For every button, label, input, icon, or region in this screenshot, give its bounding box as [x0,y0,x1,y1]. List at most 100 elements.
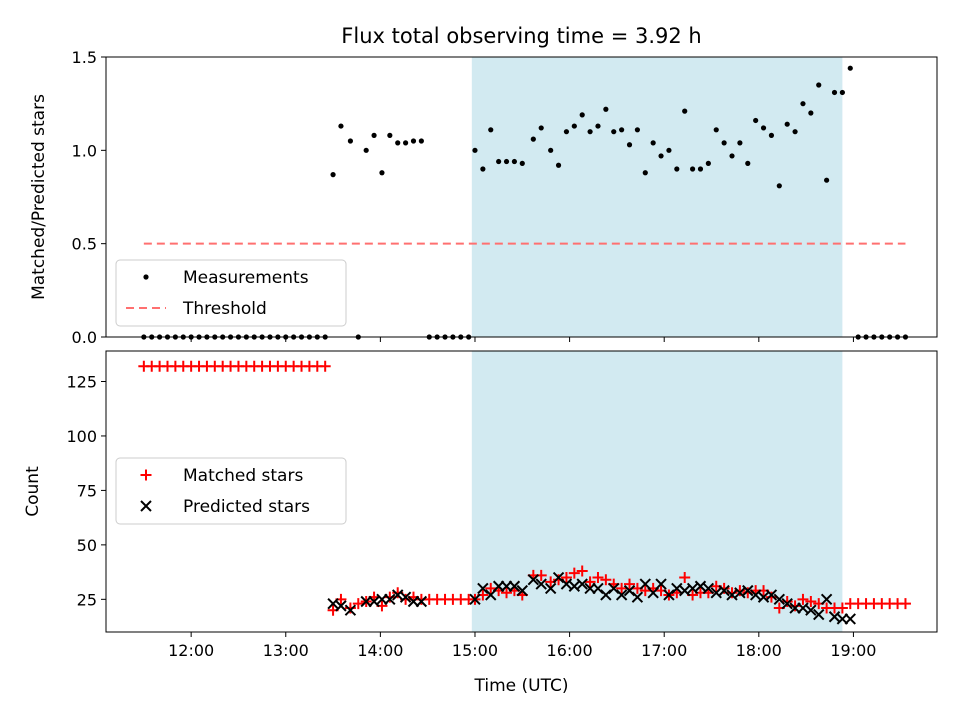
measurement-point [634,127,640,133]
predicted-star-point [694,580,707,592]
measurement-point [776,183,782,189]
measurement-point [816,82,822,88]
matched-star-point [568,567,580,579]
measurement-point [530,136,536,142]
predicted-star-point [399,591,412,603]
measurement-point [737,140,743,146]
measurement-point [760,125,767,131]
matched-star-point [624,578,636,590]
measurement-point [418,138,424,144]
predicted-star-point [516,584,528,597]
predicted-star-point [749,589,762,601]
measurement-point [371,132,377,138]
legend-entry-label: Threshold [182,299,267,319]
matched-star-point [726,587,738,599]
predicted-star-point [765,589,778,601]
predicted-star-point [710,587,722,599]
measurement-point [784,121,790,127]
legend-marker-swatch [140,469,152,481]
predicted-star-point [535,578,547,590]
legend-box [115,457,347,525]
legend-entry-label: Predicted stars [183,497,310,517]
legend-entry-label: Measurements [183,268,309,288]
y-tick-label: 25 [77,590,97,609]
measurement-point [503,158,510,165]
measurement-point [330,172,336,178]
measurement-point [519,160,525,166]
measurement-point [619,127,625,133]
x-tick-label: 13:00 [263,641,309,660]
predicted-star-point [344,604,357,616]
measurement-point [387,132,393,138]
matched-star-point [742,587,754,599]
measurement-point [847,65,853,71]
predicted-star-point [718,584,730,597]
predicted-star-point [544,582,557,595]
measurement-point [611,129,617,135]
y-tick-label: 1.5 [72,48,97,67]
matched-star-point [560,572,572,584]
matched-star-point [384,591,396,603]
predicted-star-point [615,589,628,601]
matched-star-point [781,596,793,608]
count-ticks: 12:00 13:00 14:00 15:00 16:00 17:00 18:00 19:00… [66,372,876,660]
y-tick-label: 50 [77,536,97,555]
matched-star-point [899,598,911,610]
matched-star-point [789,600,801,612]
legend-box [115,259,347,327]
predicted-star-point [560,578,573,590]
count-legend: Matched stars Predicted stars [115,457,347,525]
matched-star-point [576,565,588,577]
measurement-point [697,166,704,172]
matched-star-point [344,602,356,614]
measurement-point [713,127,719,133]
measurement-point [800,101,806,107]
legend-entry-label: Matched stars [183,466,303,486]
ratio-legend: Measurements Threshold [115,259,347,327]
measurement-point [808,110,814,116]
measurement-point [768,132,775,138]
x-tick-label: 16:00 [547,641,593,660]
count-axes-frame [105,350,938,633]
measurement-point [347,138,354,144]
matched-star-point [616,582,628,594]
predicted-star-point [678,584,691,597]
observing-window-shade [471,351,843,632]
matched-star-point [501,587,513,599]
predicted-star-point [469,593,481,606]
measurement-point [658,153,664,159]
predicted-star-point [527,574,540,586]
matched-star-point [679,572,691,584]
measurement-point [538,125,544,131]
matched-star-point [765,591,777,603]
measurement-point [831,89,838,96]
chart-title: Flux total observing time = 3.92 h [341,24,701,48]
predicted-star-point [568,580,581,592]
measurement-point [642,170,648,176]
predicted-star-point [415,595,428,608]
matched-star-point [639,585,651,597]
predicted-star-point [686,582,699,595]
measurement-point [721,140,727,146]
predicted-star-point [844,613,856,625]
legend-marker-swatch [143,274,149,280]
measurement-point [403,140,409,146]
predicted-star-point [757,591,770,603]
x-axis-label: Time (UTC) [474,676,569,696]
ratio-ticks: 0.0 0.5 1.0 1.5 [72,48,854,347]
matched-star-point [584,576,596,588]
measurement-point [689,166,696,172]
measurement-point [555,162,562,168]
predicted-star-point [734,587,746,599]
predicted-star-point [781,597,793,610]
measurement-point [666,147,672,153]
measurement-point [682,108,688,114]
predicted-star-point [797,602,809,614]
measurement-point [488,127,494,133]
legend-marker-swatch [140,500,152,512]
count-marks [138,360,911,625]
measurement-point [729,153,735,159]
measurement-point [595,123,601,129]
measurement-point [626,142,633,148]
predicted-star-point [813,608,825,621]
